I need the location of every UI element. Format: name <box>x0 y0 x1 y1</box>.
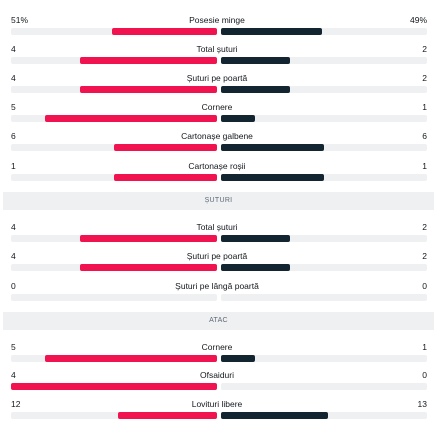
home-value: 4 <box>11 251 16 261</box>
stat-row: 5 Cornere 1 <box>0 341 434 370</box>
stat-label: Cornere <box>201 342 233 352</box>
stat-label: Șuturi pe lângă poartă <box>175 281 259 291</box>
stat-row: 51% Posesie minge 49% <box>0 14 434 43</box>
home-bar <box>79 264 217 271</box>
away-value: 0 <box>422 370 427 380</box>
home-bar <box>79 235 217 242</box>
home-value: 12 <box>11 399 21 409</box>
home-value: 4 <box>11 222 16 232</box>
away-bar <box>221 412 329 419</box>
away-bar <box>221 174 324 181</box>
away-value: 0 <box>422 281 427 291</box>
home-value: 0 <box>11 281 16 291</box>
away-bar <box>221 355 256 362</box>
stat-row: 6 Cartonașe galbene 6 <box>0 130 434 159</box>
home-value: 4 <box>11 370 16 380</box>
stat-row: 1 Cartonașe roșii 1 <box>0 160 434 189</box>
away-value: 6 <box>422 131 427 141</box>
home-bar <box>111 28 217 35</box>
away-value: 2 <box>422 222 427 232</box>
home-bar <box>114 144 217 151</box>
away-value: 1 <box>422 161 427 171</box>
away-value: 49% <box>409 15 427 25</box>
home-bar <box>45 355 217 362</box>
section-header-attack: ATAC <box>3 312 434 330</box>
home-value: 6 <box>11 131 16 141</box>
away-value: 1 <box>422 342 427 352</box>
home-bar <box>118 412 217 419</box>
stat-label: Cartonașe roșii <box>188 161 246 171</box>
away-bar-track <box>221 294 427 301</box>
home-bar-track <box>11 294 217 301</box>
stat-row: 12 Lovituri libere 13 <box>0 398 434 427</box>
stat-row: 0 Șuturi pe lângă poartă 0 <box>0 280 434 309</box>
home-bar-track <box>11 383 217 390</box>
away-bar <box>221 144 324 151</box>
home-value: 4 <box>11 44 16 54</box>
stat-label: Ofsaiduri <box>199 370 234 380</box>
away-bar-track <box>221 115 427 122</box>
stat-label: Șuturi pe poartă <box>186 251 248 261</box>
home-bar <box>45 115 217 122</box>
away-bar <box>221 57 290 64</box>
home-bar <box>11 383 217 390</box>
stat-row: 5 Cornere 1 <box>0 101 434 130</box>
away-bar <box>221 28 322 35</box>
home-bar-track <box>11 174 217 181</box>
home-value: 1 <box>11 161 16 171</box>
stat-label: Cartonașe galbene <box>181 131 253 141</box>
away-bar-track <box>221 235 427 242</box>
home-bar-track <box>11 355 217 362</box>
stat-row: 4 Șuturi pe poartă 2 <box>0 250 434 279</box>
away-bar <box>221 264 290 271</box>
away-bar-track <box>221 412 427 419</box>
stat-label: Posesie minge <box>189 15 245 25</box>
away-bar-track <box>221 28 427 35</box>
home-bar-track <box>11 412 217 419</box>
away-bar-track <box>221 144 427 151</box>
stat-row: 4 Șuturi pe poartă 2 <box>0 72 434 101</box>
home-bar-track <box>11 28 217 35</box>
home-bar <box>114 174 217 181</box>
home-bar-track <box>11 86 217 93</box>
home-value: 5 <box>11 102 16 112</box>
away-bar-track <box>221 383 427 390</box>
away-bar-track <box>221 264 427 271</box>
home-bar-track <box>11 235 217 242</box>
stat-label: Lovituri libere <box>191 399 243 409</box>
away-value: 1 <box>422 102 427 112</box>
home-bar <box>79 86 217 93</box>
home-bar-track <box>11 144 217 151</box>
away-value: 2 <box>422 251 427 261</box>
stat-label: Total șuturi <box>196 44 238 54</box>
away-bar <box>221 115 256 122</box>
away-bar <box>221 235 290 242</box>
away-bar-track <box>221 86 427 93</box>
home-bar-track <box>11 57 217 64</box>
home-bar <box>79 57 217 64</box>
away-bar-track <box>221 57 427 64</box>
away-bar <box>221 86 290 93</box>
away-value: 2 <box>422 73 427 83</box>
stat-label: Șuturi pe poartă <box>186 73 248 83</box>
stat-row: 4 Ofsaiduri 0 <box>0 369 434 398</box>
away-value: 2 <box>422 44 427 54</box>
home-bar-track <box>11 115 217 122</box>
home-value: 51% <box>11 15 29 25</box>
stat-label: Total șuturi <box>196 222 238 232</box>
home-value: 5 <box>11 342 16 352</box>
home-bar-track <box>11 264 217 271</box>
stat-row: 4 Total șuturi 2 <box>0 43 434 72</box>
section-header-shots: ȘUTURI <box>3 192 434 210</box>
stat-label: Cornere <box>201 102 233 112</box>
away-bar-track <box>221 355 427 362</box>
home-value: 4 <box>11 73 16 83</box>
away-bar-track <box>221 174 427 181</box>
away-value: 13 <box>417 399 427 409</box>
stat-row: 4 Total șuturi 2 <box>0 221 434 250</box>
